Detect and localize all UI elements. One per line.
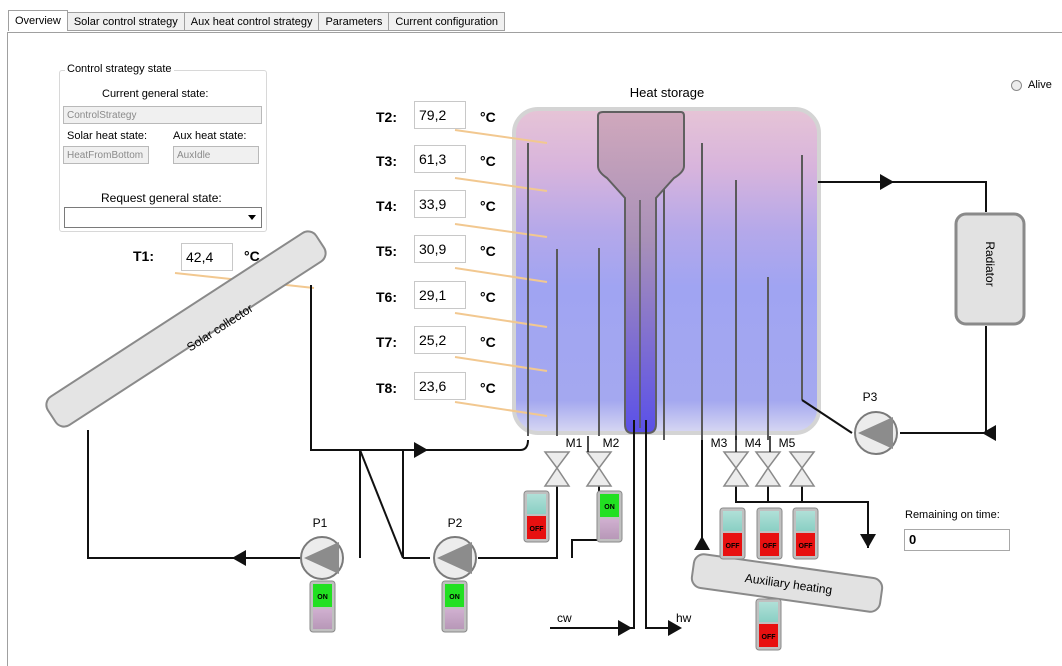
solar-heat-state-label: Solar heat state: [67,130,148,142]
solar-heat-state-field: HeatFromBottom [63,146,149,164]
valve-m4[interactable] [754,451,782,487]
t8-label: T8: [376,380,397,396]
dropdown-arrow-icon[interactable] [248,215,256,220]
t5-unit: °C [480,243,496,259]
t2-label: T2: [376,109,397,125]
heat-storage-tank [512,107,821,435]
switch-m1-label: OFF [530,526,545,533]
radiator-label: Radiator [983,241,997,286]
request-general-state-label: Request general state: [101,191,222,205]
switch-p1[interactable]: ON [309,580,336,633]
valve-m3[interactable] [722,451,750,487]
t8-unit: °C [480,380,496,396]
valve-m2-label: M2 [603,436,620,450]
switch-aux-label: OFF [762,634,777,641]
heat-storage-label: Heat storage [630,85,704,100]
switch-p2-label: ON [449,594,460,601]
switch-m2[interactable]: ON [596,490,623,543]
valve-m2[interactable] [585,451,613,487]
pump-p1[interactable] [300,536,344,580]
aux-heat-state-field: AuxIdle [173,146,259,164]
request-general-state-select[interactable] [64,207,262,228]
valve-m5[interactable] [788,451,816,487]
aux-heat-state-label: Aux heat state: [173,130,247,142]
t1-unit: °C [244,248,260,264]
pump-p2-label: P2 [448,516,463,530]
tab-solar-control-strategy[interactable]: Solar control strategy [67,12,185,31]
valve-m4-label: M4 [745,436,762,450]
alive-radio-icon [1011,79,1022,91]
t1-value: 42,4 [181,243,233,271]
valve-m3-label: M3 [711,436,728,450]
remaining-on-time-label: Remaining on time: [905,509,1000,521]
pump-p3-label: P3 [863,390,878,404]
cw-label: cw [557,611,572,625]
switch-p1-label: ON [317,594,328,601]
tank-inner-pipes [527,143,803,440]
solar-collector [45,230,327,428]
tab-bar: Overview Solar control strategy Aux heat… [0,0,1062,32]
remaining-on-time-field[interactable]: 0 [904,529,1010,551]
t5-label: T5: [376,243,397,259]
t6-unit: °C [480,289,496,305]
hw-label: hw [676,611,692,625]
alive-indicator: Alive [1011,79,1052,91]
pump-p2[interactable] [433,536,477,580]
t8-value: 23,6 [414,372,466,400]
t7-label: T7: [376,334,397,350]
tab-aux-heat-control-strategy[interactable]: Aux heat control strategy [184,12,320,31]
tab-parameters[interactable]: Parameters [319,12,390,31]
alive-label: Alive [1028,79,1052,91]
t7-value: 25,2 [414,326,466,354]
switch-p2[interactable]: ON [441,580,468,633]
radiator [954,212,1026,326]
current-general-state-label: Current general state: [102,88,209,100]
valve-m5-label: M5 [779,436,796,450]
auxiliary-heating [690,553,884,613]
tab-current-configuration[interactable]: Current configuration [389,12,506,31]
switch-m1[interactable]: OFF [523,490,550,543]
switch-m4[interactable]: OFF [756,507,783,560]
tab-overview[interactable]: Overview [8,10,68,31]
t4-value: 33,9 [414,190,466,218]
t4-unit: °C [480,198,496,214]
t2-value: 79,2 [414,101,466,129]
hot-water-exchanger [597,111,685,434]
switch-aux[interactable]: OFF [755,598,782,651]
switch-m4-label: OFF [763,543,778,550]
valves [543,451,816,487]
t3-unit: °C [480,153,496,169]
t3-value: 61,3 [414,145,466,173]
tab-row: Overview Solar control strategy Aux heat… [8,10,506,32]
t6-value: 29,1 [414,281,466,309]
control-strategy-title: Control strategy state [65,63,174,75]
t3-label: T3: [376,153,397,169]
switch-m3-label: OFF [726,543,741,550]
valve-m1[interactable] [543,451,571,487]
switch-m2-label: ON [604,504,615,511]
switch-m3[interactable]: OFF [719,507,746,560]
pump-p3[interactable] [854,411,898,455]
t6-label: T6: [376,289,397,305]
valve-m1-label: M1 [566,436,583,450]
t4-label: T4: [376,198,397,214]
pump-p1-label: P1 [313,516,328,530]
t7-unit: °C [480,334,496,350]
t2-unit: °C [480,109,496,125]
t1-label: T1: [133,248,154,264]
t5-value: 30,9 [414,235,466,263]
switch-m5[interactable]: OFF [792,507,819,560]
current-general-state-field: ControlStrategy [63,106,262,124]
switch-m5-label: OFF [799,543,814,550]
